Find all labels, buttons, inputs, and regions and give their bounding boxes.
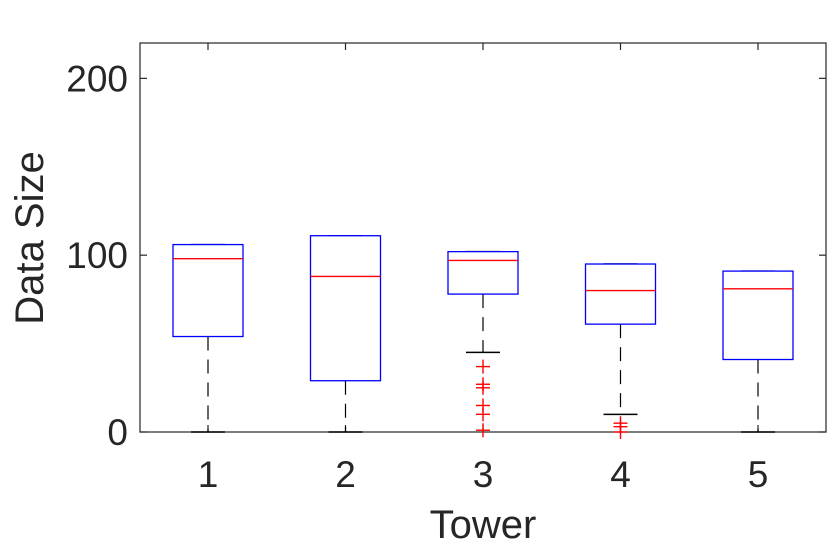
- x-tick-label: 5: [748, 454, 769, 495]
- outlier-marker: [476, 359, 490, 374]
- box-3: [447, 250, 519, 438]
- x-axis-label: Tower: [430, 503, 537, 543]
- x-tick-label: 3: [473, 454, 494, 495]
- box-5: [722, 270, 794, 433]
- iqr-box: [447, 250, 519, 295]
- box-4: [584, 263, 657, 439]
- y-tick-label: 200: [66, 58, 128, 99]
- box-series: [172, 234, 794, 439]
- y-tick-label: 100: [66, 235, 128, 276]
- iqr-box: [172, 243, 244, 338]
- y-tick-label: 0: [107, 412, 128, 453]
- box-2: [309, 234, 382, 433]
- y-axis-label: Data Size: [8, 151, 52, 324]
- iqr-box: [584, 263, 657, 325]
- iqr-box: [309, 235, 382, 382]
- outlier-marker: [476, 423, 490, 438]
- x-tick-label: 2: [335, 454, 356, 495]
- y-axis-ticks: 0 100 200: [66, 58, 826, 453]
- outlier-marker: [476, 407, 490, 422]
- outlier-marker: [476, 380, 490, 395]
- x-tick-label: 1: [198, 454, 219, 495]
- x-axis-ticks: 1 2 3 4 5: [198, 43, 769, 495]
- plot-area-frame: [139, 42, 827, 433]
- iqr-box: [722, 270, 794, 361]
- box-1: [172, 243, 244, 433]
- outlier-marker: [613, 425, 628, 439]
- x-tick-label: 4: [610, 454, 631, 495]
